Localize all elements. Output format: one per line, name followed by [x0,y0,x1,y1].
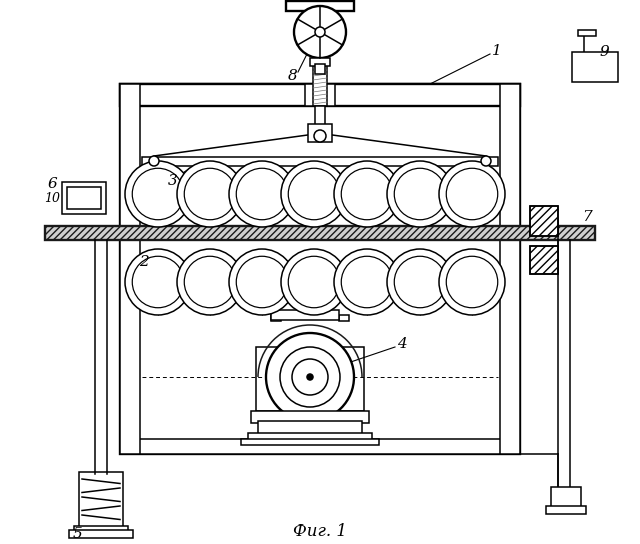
Bar [241,439,379,445]
Bar [251,411,369,423]
Circle shape [394,168,445,220]
Bar [530,206,558,236]
Circle shape [288,168,340,220]
Bar [546,506,586,514]
Text: 10: 10 [44,193,60,206]
Text: 3: 3 [168,174,178,188]
Circle shape [292,359,328,395]
Circle shape [481,156,491,166]
Bar [530,206,558,236]
Bar [339,315,349,321]
Bar [120,84,520,454]
Circle shape [334,161,400,227]
Bar [572,52,618,82]
Bar [530,246,558,274]
Text: 2: 2 [139,255,149,269]
Text: 8: 8 [288,69,298,83]
Circle shape [341,168,393,220]
Circle shape [446,168,498,220]
Circle shape [315,27,325,37]
Bar [315,64,325,74]
Bar [271,315,281,321]
Circle shape [125,161,191,227]
Circle shape [288,256,340,308]
Bar [305,84,335,106]
Circle shape [125,249,191,315]
Bar [258,421,362,435]
Bar [286,1,354,11]
Circle shape [229,249,295,315]
Circle shape [266,333,354,421]
Circle shape [184,256,236,308]
Bar [500,84,520,454]
Circle shape [387,161,453,227]
Circle shape [439,249,505,315]
Bar [79,472,123,527]
Text: 7: 7 [582,210,592,224]
Circle shape [132,168,184,220]
Bar [62,182,106,214]
Circle shape [334,249,400,315]
Circle shape [439,161,505,227]
Circle shape [149,156,159,166]
Bar [69,530,133,538]
Circle shape [236,168,288,220]
Text: 6: 6 [47,177,57,191]
Bar [308,124,332,142]
Bar [310,58,330,66]
Bar [142,157,498,166]
Circle shape [177,161,243,227]
Bar [530,246,558,274]
Bar [313,58,327,106]
Text: Фиг. 1: Фиг. 1 [293,523,347,541]
Text: 9: 9 [599,45,609,59]
Bar [45,226,595,240]
Text: 1: 1 [492,44,502,58]
Bar [248,433,372,441]
Circle shape [236,256,288,308]
Circle shape [280,347,340,407]
Circle shape [314,130,326,142]
Bar [120,439,520,454]
Bar [551,487,581,509]
Bar [315,106,325,134]
Circle shape [341,256,393,308]
Bar [74,526,128,532]
Bar [578,30,596,36]
Bar [256,347,364,411]
Circle shape [387,249,453,315]
Text: 4: 4 [397,337,407,351]
Circle shape [446,256,498,308]
Bar [120,84,140,454]
Bar [67,187,101,209]
Bar [271,310,339,320]
Circle shape [281,249,347,315]
Circle shape [281,161,347,227]
Circle shape [294,6,346,58]
Circle shape [229,161,295,227]
Circle shape [132,256,184,308]
Circle shape [394,256,445,308]
Circle shape [184,168,236,220]
Circle shape [177,249,243,315]
Bar [120,84,520,106]
Circle shape [307,374,313,380]
Text: 5: 5 [73,527,83,541]
